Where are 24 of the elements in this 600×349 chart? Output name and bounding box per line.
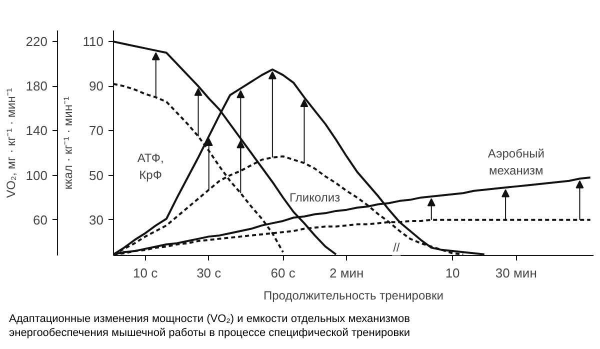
y-tick-label: 180: [26, 78, 48, 94]
y2-tick-label: 90: [89, 78, 104, 94]
y-tick-label: 140: [26, 123, 48, 138]
annotation: Аэробный механизм: [488, 146, 544, 178]
y2-axis-title: ккал · кг⁻¹ · мин⁻¹: [60, 96, 75, 190]
y2-tick-label: 110: [82, 34, 104, 50]
x-tick-label: 30 с: [196, 266, 222, 280]
x-tick-label: 30 мин: [495, 266, 537, 280]
x-tick-label: 60 с: [270, 266, 296, 280]
y2-tick-label: 30: [89, 212, 104, 228]
y-tick-label: 100: [26, 168, 48, 183]
x-tick-label: 10 с: [133, 266, 158, 280]
y-tick-label: 60: [33, 212, 48, 228]
y-axis-title: VO₂, мг · кг⁻¹ · мин⁻¹: [4, 88, 18, 198]
y-tick-label: 220: [26, 34, 48, 50]
text: Адаптационные изменения мощности (VO₂) и емкости отдельных механизмов энергообеспечения мышечной работы в процессе специфической тренировки: [9, 312, 410, 340]
y2-tick-label: 70: [89, 123, 104, 138]
annotation: //: [393, 240, 400, 254]
y2-tick-label: 50: [89, 168, 104, 183]
x-tick-label: 2 мин: [330, 266, 364, 280]
annotation: Гликолиз: [290, 190, 341, 205]
x-tick-label: 10: [445, 266, 460, 280]
x-axis-title: Продолжительность тренировки: [264, 288, 444, 302]
annotation: АТФ, КрФ: [137, 150, 164, 182]
